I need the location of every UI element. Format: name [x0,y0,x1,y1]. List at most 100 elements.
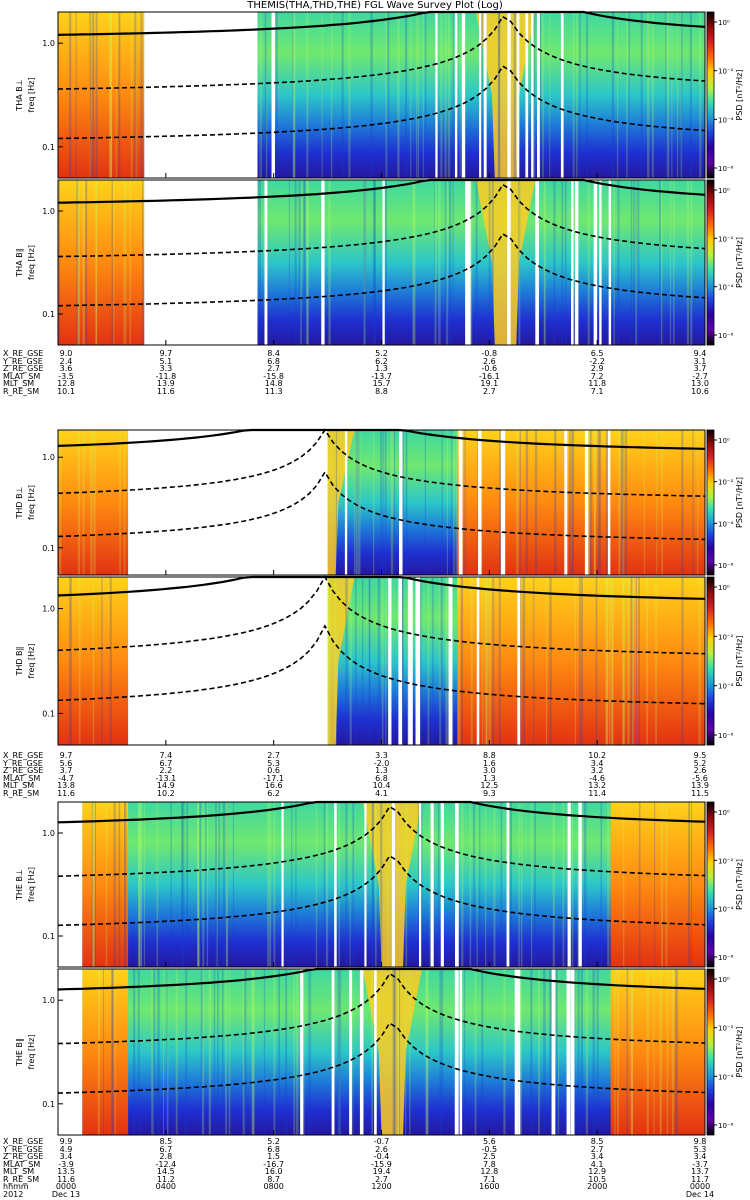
ephemeris-value: 3.1 [693,356,707,366]
ephemeris-value: 2.4 [59,356,73,366]
spectral-stripe [574,577,577,745]
spectral-stripe [77,180,80,345]
data-gap-line [584,430,589,575]
y-tick-label: 0.1 [42,310,55,319]
spectral-stripe [571,430,573,575]
spectral-stripe [653,969,655,1135]
ephemeris-value: 2.8 [159,1152,173,1161]
spectral-stripe [451,430,453,575]
data-gap-line [571,180,574,345]
colorbar-scale [706,11,715,179]
spectral-stripe [616,12,619,178]
spectral-stripe [538,969,540,1135]
ephemeris-value: 2.7 [590,1144,604,1154]
spectral-stripe [573,180,576,345]
spectral-stripe [600,802,603,967]
spectral-stripe [525,430,529,575]
spectral-stripe [614,969,616,1135]
spectral-stripe [488,577,492,745]
colorbar-scale [706,576,715,746]
spectral-stripe [469,802,472,967]
spectral-stripe [438,180,441,345]
spectral-stripe [476,802,478,967]
colorbar-tick-label: 10⁻² [718,633,734,641]
ephemeris-value: -4.7 [58,773,74,783]
spectral-stripe [398,969,401,1135]
spectral-stripe [119,12,121,178]
colorbar: 10⁰ 10⁻² 10⁻⁴ 10⁻⁶ PSD [nT²/Hz] [706,11,744,179]
ephemeris-value: 2.2 [159,766,173,775]
spectral-stripe [232,802,235,967]
spectral-stripe [201,969,205,1135]
data-gap-line [435,12,438,178]
colorbar: 10⁰ 10⁻² 10⁻⁴ 10⁻⁶ PSD [nT²/Hz] [706,429,744,576]
data-gap-line [536,12,540,178]
spectral-stripe [626,12,628,178]
spectral-stripe [358,430,361,575]
spectral-stripe [432,577,434,745]
spectral-stripe [152,969,156,1135]
spectral-stripe [349,577,352,745]
spectral-stripe [611,577,614,745]
colorbar-tick-label: 10⁻² [718,857,734,865]
ephemeris-value: 6.7 [159,758,173,768]
ephemeris-value: 11.8 [588,379,607,388]
spectral-stripe [542,12,544,178]
ephemeris-value: 3.3 [159,364,173,373]
spectral-stripe [599,430,602,575]
spectral-stripe [643,430,645,575]
spectral-stripe [69,577,71,745]
spectral-stripe [492,577,495,745]
spectral-stripe [473,802,475,967]
ephemeris-value: 11.5 [691,788,709,798]
spectral-stripe [334,577,337,745]
colorbar-tick-label: 10⁻² [718,479,734,487]
data-gap-line [374,969,377,1135]
spectral-stripe [697,430,699,575]
spectral-stripe [109,577,112,745]
spectrogram-panel-tha-perp: 1.0 0.1 THA B⊥ freq [Hz] 10⁰ 10⁻² 10⁻⁴ 10⁻⁶ PSD … [15,10,744,179]
spectral-stripe [216,802,218,967]
ephemeris-label: MLAT_SM [3,371,41,381]
spectral-stripe [92,577,95,745]
spectral-stripe [675,969,677,1135]
spectral-stripe [460,577,464,745]
ephemeris-value: 1.3 [375,364,388,373]
spectral-stripe [102,969,104,1135]
spectral-stripe [363,180,366,345]
spectral-stripe [268,802,272,967]
spectral-stripe [251,969,254,1135]
spectral-stripe [577,802,579,967]
ephemeris-value: -15.9 [371,1159,392,1169]
spectral-stripe [166,969,169,1135]
ephemeris-value: 2.6 [482,356,496,366]
spectral-stripe [481,577,484,745]
spectral-stripe [593,430,597,575]
spectral-stripe [499,430,502,575]
ephemeris-table-tha: X_RE_GSE 9.0 9.7 8.4 5.2 -0.8 6.5 9.4 Y_RE_GSE 2.… [0,350,750,395]
ephemeris-value: Dec 13 [51,1189,81,1199]
spectral-stripe [491,180,494,345]
data-gap-line [455,802,458,967]
colorbar-tick-label: 10⁻² [718,68,734,76]
colorbar-tick-label: 10⁻⁶ [718,165,734,173]
ephemeris-value: 10.2 [588,751,607,760]
spectral-stripe [197,802,199,967]
spectral-stripe [76,180,79,345]
spectral-stripe [656,430,658,575]
spectral-stripe [296,969,299,1135]
data-gap-line [331,969,335,1135]
spectral-stripe [690,180,693,345]
ephemeris-value: 12.5 [480,781,499,790]
ephemeris-value: 9.3 [482,788,496,798]
colorbar-label: PSD [nT²/Hz] [735,1027,744,1078]
ephemeris-value: 3.4 [59,1152,73,1161]
ephemeris-row: MLT_SM 13.8 14.9 16.6 10.4 12.5 13.2 13.9 [0,782,750,790]
spectral-stripe [305,180,308,345]
spectral-stripe [671,969,674,1135]
spectral-stripe [606,577,609,745]
spectral-stripe [111,969,114,1135]
ephemeris-value: 13.9 [156,379,175,388]
spectral-stripe [646,969,649,1135]
